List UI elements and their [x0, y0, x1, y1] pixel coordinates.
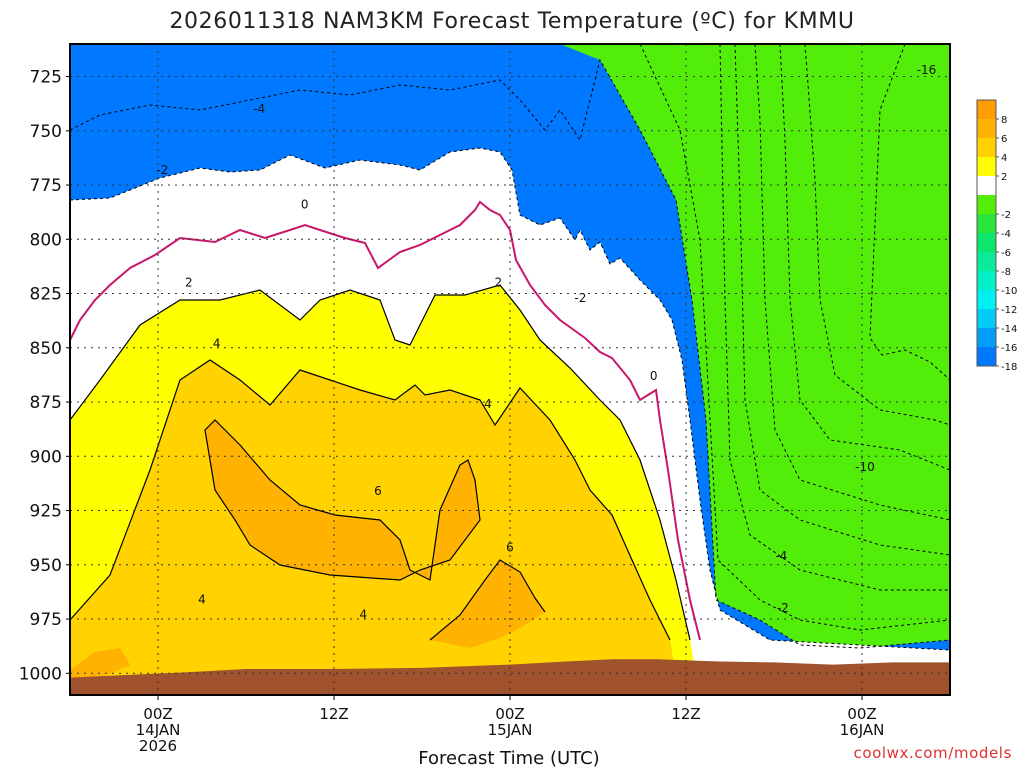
contour-minus-12 — [754, 44, 950, 521]
y-tick-label: 875 — [30, 393, 62, 413]
colorbar-band — [977, 347, 996, 366]
plot-area — [70, 44, 950, 695]
x-tick-label: 12Z — [319, 705, 348, 723]
y-axis: 725 750 775 800 825 850 875 900 925 950 975 1000 — [19, 68, 70, 684]
contour-label: -2 — [156, 163, 168, 177]
x-tick-label: 00Z — [495, 705, 524, 723]
y-tick-label: 725 — [30, 68, 62, 88]
contour-label: -2 — [574, 291, 586, 305]
contour-6 — [204, 419, 481, 581]
colorbar-tick-label: 2 — [1001, 172, 1007, 183]
contour-labels: 2 4 6 4 4 6 4 2 0 0 -2 -4 -2 -2 -4 -10 -16 — [156, 63, 936, 622]
y-tick-label: 750 — [30, 122, 62, 142]
y-tick-label: 850 — [30, 339, 62, 359]
contour-label: 2 — [185, 276, 193, 290]
contour-label: 4 — [484, 397, 492, 411]
x-tick-label: 14JAN — [136, 721, 181, 739]
colorbar-band — [977, 157, 996, 176]
contour-label: 4 — [360, 608, 368, 622]
contour-label: -16 — [917, 63, 937, 77]
colorbar: 8 6 4 2 -2 -4 -6 -8 -10 -12 -14 -16 -18 — [976, 99, 1017, 373]
colorbar-band — [977, 138, 996, 157]
contour-label: -2 — [777, 601, 789, 615]
contour-label: 4 — [213, 336, 221, 350]
y-tick-label: 775 — [30, 176, 62, 196]
contour-label: -4 — [253, 102, 265, 116]
warm-contours — [70, 284, 691, 641]
colorbar-tick-label: 8 — [1001, 115, 1007, 126]
contour-4 — [70, 359, 671, 641]
contour-label: -4 — [775, 549, 787, 563]
colorbar-band — [977, 252, 996, 271]
colorbar-tick-label: -12 — [1001, 305, 1017, 316]
y-tick-label: 1000 — [19, 664, 62, 684]
temp-band-6-to-8 — [205, 420, 480, 580]
contour-minus-18 — [869, 44, 950, 381]
contour-minus-16 — [804, 44, 950, 426]
contour-label: 0 — [650, 369, 658, 383]
chart-title: 2026011318 NAM3KM Forecast Temperature (… — [169, 9, 854, 34]
x-axis-label: Forecast Time (UTC) — [418, 748, 599, 768]
y-tick-label: 925 — [30, 502, 62, 522]
y-tick-label: 825 — [30, 285, 62, 305]
x-tick-label: 12Z — [671, 705, 700, 723]
contour-minus-10 — [734, 44, 950, 556]
temp-band-minus-4-to-minus-2 — [70, 44, 950, 648]
freezing-line — [70, 200, 701, 641]
colorbar-band — [977, 119, 996, 138]
colorbar-band — [977, 328, 996, 347]
contour-minus-8 — [719, 44, 950, 591]
y-tick-label: 900 — [30, 447, 62, 467]
colorbar-tick-label: -16 — [1001, 343, 1017, 354]
colorbar-band — [977, 214, 996, 233]
colorbar-band — [977, 309, 996, 328]
contour-label: 0 — [301, 198, 309, 212]
colorbar-band — [977, 176, 996, 195]
contour-minus-14 — [779, 44, 950, 471]
contour-label: -10 — [855, 460, 875, 474]
colorbar-band — [977, 290, 996, 309]
contour-minus-6 — [639, 44, 950, 631]
colorbar-tick-label: -18 — [1001, 362, 1017, 373]
colorbar-tick-label: -8 — [1001, 267, 1011, 278]
colorbar-tick-label: -4 — [1001, 229, 1011, 240]
contour-2 — [70, 284, 691, 641]
contour-label: 4 — [198, 593, 206, 607]
cold-contours — [70, 44, 950, 651]
y-tick-label: 950 — [30, 556, 62, 576]
credit-text: coolwx.com/models — [854, 744, 1013, 762]
colorbar-band — [977, 233, 996, 252]
terrain — [70, 659, 950, 695]
colorbar-tick-label: -14 — [1001, 324, 1017, 335]
x-tick-label: 00Z — [143, 705, 172, 723]
x-tick-label: 2026 — [139, 737, 177, 755]
x-tick-label: 00Z — [847, 705, 876, 723]
colorbar-tick-label: -6 — [1001, 248, 1011, 259]
temp-band-6-to-8-lower — [430, 560, 545, 648]
contour-label: 2 — [494, 276, 502, 290]
contour-label: 6 — [374, 484, 382, 498]
x-tick-label: 15JAN — [488, 721, 533, 739]
contour-minus-2 — [70, 147, 950, 651]
y-tick-label: 800 — [30, 230, 62, 250]
colorbar-tick-label: -2 — [1001, 210, 1011, 221]
contour-label: 6 — [506, 540, 514, 554]
colorbar-tick-label: 6 — [1001, 134, 1007, 145]
colorbar-tick-label: -10 — [1001, 286, 1017, 297]
y-tick-label: 975 — [30, 610, 62, 630]
colorbar-band — [977, 100, 996, 119]
contour-6-lower — [429, 559, 546, 641]
colorbar-band — [977, 271, 996, 290]
colorbar-tick-label: 4 — [1001, 153, 1007, 164]
x-tick-label: 16JAN — [840, 721, 885, 739]
colorbar-band — [977, 195, 996, 214]
